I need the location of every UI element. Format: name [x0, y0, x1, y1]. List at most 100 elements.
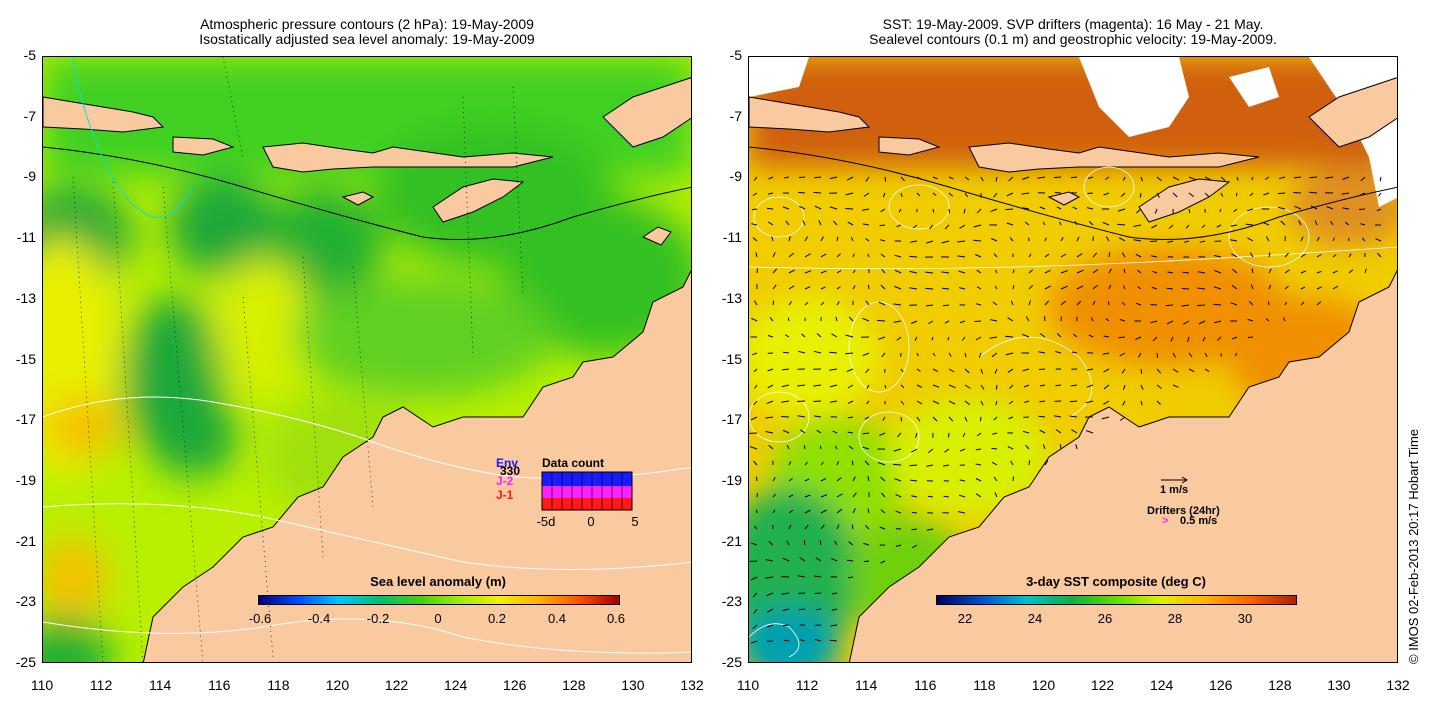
velocity-vector	[909, 287, 918, 290]
velocity-vector	[1135, 302, 1142, 306]
velocity-vector	[941, 271, 950, 274]
right-lat-tick-label: -21	[721, 532, 742, 549]
velocity-vector	[820, 236, 824, 242]
velocity-vector	[836, 301, 840, 306]
velocity-vector	[1085, 400, 1094, 404]
inset-tick-0: 0	[587, 514, 595, 529]
right-lon-tick-label: 126	[1209, 677, 1233, 693]
velocity-vector	[1268, 268, 1272, 274]
velocity-vector	[786, 540, 790, 546]
velocity-vector	[1326, 206, 1334, 210]
velocity-vector	[1037, 176, 1046, 179]
velocity-vector	[944, 224, 950, 230]
velocity-vector	[798, 191, 806, 194]
velocity-vector	[894, 269, 902, 274]
velocity-vector	[1038, 415, 1046, 418]
velocity-vector	[836, 524, 840, 530]
velocity-vector	[1069, 415, 1078, 418]
velocity-vector	[804, 236, 809, 242]
velocity-vector	[900, 400, 905, 405]
velocity-vector	[1076, 236, 1080, 242]
velocity-vector	[1249, 192, 1254, 197]
velocity-vector	[993, 476, 998, 482]
velocity-vector	[1060, 237, 1064, 242]
velocity-vector	[1156, 352, 1158, 358]
velocity-vector	[1151, 255, 1158, 258]
velocity-vector	[788, 461, 792, 466]
velocity-vector	[1204, 352, 1208, 358]
right-lon-tick-label: 132	[1386, 677, 1410, 693]
velocity-vector	[1181, 288, 1190, 290]
velocity-vector	[752, 192, 758, 196]
velocity-vector	[818, 220, 822, 226]
velocity-vector	[1168, 224, 1174, 229]
velocity-vector	[753, 608, 758, 614]
velocity-vector	[1298, 220, 1302, 226]
velocity-vector	[895, 493, 902, 498]
velocity-vector	[1119, 416, 1126, 421]
sea-level-anomaly-map	[42, 56, 692, 663]
velocity-vector	[1332, 237, 1335, 242]
right-lon-tick-label: 116	[914, 677, 937, 693]
velocity-vector	[916, 384, 923, 388]
imos-credit: © IMOS 02-Feb-2013 20:17 Hobart Time	[1406, 428, 1421, 664]
velocity-vector	[882, 192, 886, 198]
velocity-vector	[804, 478, 810, 482]
velocity-vector	[932, 400, 940, 405]
drifters-speed-label: 0.5 m/s	[1180, 515, 1218, 527]
velocity-vector	[1277, 192, 1286, 195]
velocity-vector	[1300, 301, 1305, 306]
sla-cb-tick-1: -0.6	[248, 611, 272, 626]
velocity-vector	[815, 608, 822, 611]
velocity-vector	[912, 544, 918, 549]
velocity-vector	[947, 336, 950, 341]
velocity-vector	[1092, 252, 1098, 258]
velocity-vector	[782, 351, 790, 354]
velocity-vector	[975, 254, 982, 258]
velocity-vector	[1309, 176, 1318, 179]
velocity-vector	[964, 400, 971, 406]
velocity-vector	[1070, 176, 1078, 179]
velocity-vector	[1076, 300, 1082, 306]
velocity-vector	[772, 284, 777, 290]
velocity-vector	[788, 509, 794, 514]
sla-cb-tick-5: 0.2	[487, 611, 507, 626]
velocity-vector	[1182, 271, 1190, 274]
velocity-vector	[814, 639, 822, 642]
velocity-vector	[1150, 240, 1158, 242]
velocity-vector	[1300, 270, 1307, 274]
velocity-vector	[975, 493, 982, 498]
velocity-vector	[1022, 207, 1030, 210]
velocity-vector	[863, 192, 870, 197]
velocity-vector	[1121, 368, 1126, 374]
velocity-vector	[851, 237, 854, 242]
velocity-vector	[1150, 320, 1158, 324]
sla-cb-tick-4: 0	[434, 611, 442, 626]
velocity-vector	[1088, 334, 1094, 338]
left-title-line2: Isostatically adjusted sea level anomaly…	[199, 31, 535, 47]
velocity-vector	[976, 269, 982, 274]
velocity-vector	[814, 575, 822, 578]
velocity-vector	[948, 416, 954, 422]
velocity-vector	[1008, 416, 1014, 420]
left-lon-tick-label: 128	[562, 677, 586, 693]
velocity-vector	[958, 511, 966, 514]
velocity-vector	[879, 239, 886, 242]
velocity-vector	[1202, 336, 1206, 342]
velocity-vector	[848, 445, 854, 450]
velocity-vector	[862, 352, 870, 357]
velocity-vector	[865, 300, 870, 306]
velocity-vector	[1284, 285, 1289, 290]
velocity-vector	[797, 400, 806, 402]
velocity-vector	[1044, 253, 1050, 258]
velocity-vector	[752, 624, 758, 630]
velocity-vector	[820, 509, 828, 514]
velocity-vector	[765, 416, 774, 419]
velocity-vector	[1199, 240, 1206, 243]
velocity-vector	[925, 287, 934, 290]
velocity-vector	[788, 285, 795, 290]
velocity-vector	[1133, 239, 1142, 242]
velocity-vector	[1172, 352, 1177, 358]
velocity-vector	[1187, 336, 1190, 342]
velocity-vector	[959, 448, 966, 452]
